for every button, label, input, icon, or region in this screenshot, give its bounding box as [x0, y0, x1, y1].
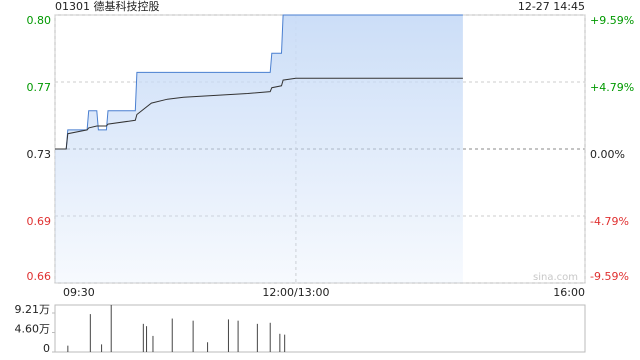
chart-title: 01301 德基科技控股	[55, 0, 160, 13]
y2-tick-label: 0.00%	[590, 148, 625, 161]
y-tick-label: 9.21万	[15, 303, 51, 316]
y2-tick-label: -4.79%	[590, 215, 629, 228]
average-line	[55, 77, 463, 150]
y2-tick-label: +4.79%	[590, 81, 634, 94]
watermark: sina.com	[533, 272, 578, 283]
y-tick-label: 0.80	[27, 14, 52, 27]
y2-tick-label: -9.59%	[590, 270, 629, 283]
price-line	[55, 14, 463, 150]
y-tick-label: 0.69	[27, 215, 52, 228]
x-tick-label: 16:00	[553, 286, 585, 299]
y-tick-label: 0.73	[27, 148, 52, 161]
y-tick-label: 0.77	[27, 81, 52, 94]
price-area	[55, 15, 463, 283]
y2-tick-label: +9.59%	[590, 14, 634, 27]
y-tick-label: 4.60万	[15, 323, 51, 336]
y-tick-label: 0.66	[27, 270, 52, 283]
y-tick-label: 0	[43, 342, 50, 355]
timestamp: 12-27 14:45	[518, 0, 585, 13]
x-tick-label: 09:30	[63, 286, 95, 299]
volume-frame	[54, 304, 586, 353]
x-tick-label: 12:00/13:00	[262, 286, 329, 299]
